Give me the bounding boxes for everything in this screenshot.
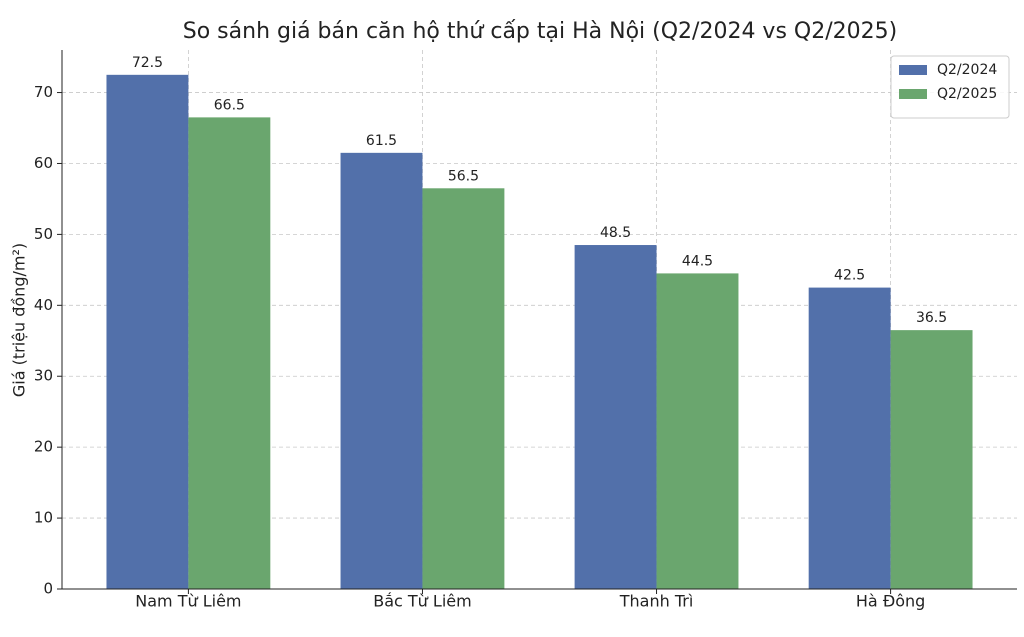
y-tick-label: 30 xyxy=(34,367,53,385)
value-label: 56.5 xyxy=(448,168,479,184)
y-tick-label: 0 xyxy=(43,580,53,598)
y-tick-label: 10 xyxy=(34,509,53,527)
x-tick-label: Bắc Từ Liêm xyxy=(373,592,471,611)
bar xyxy=(106,74,189,589)
legend-swatch xyxy=(899,89,927,99)
bar xyxy=(188,117,271,589)
y-tick-label: 40 xyxy=(34,296,53,314)
bar xyxy=(808,287,891,589)
bar xyxy=(422,188,505,589)
legend: Q2/2024 Q2/2025 xyxy=(890,55,1010,119)
x-tick-label: Hà Đông xyxy=(856,592,925,611)
value-label: 72.5 xyxy=(132,55,163,71)
bar xyxy=(340,152,423,590)
x-tick-label: Nam Từ Liêm xyxy=(135,592,241,611)
value-label: 42.5 xyxy=(834,268,865,284)
y-tick-label: 20 xyxy=(34,438,53,456)
y-tick-label: 70 xyxy=(34,83,53,101)
bar xyxy=(656,273,739,589)
value-label: 36.5 xyxy=(916,310,947,326)
x-tick-label: Thanh Trì xyxy=(619,592,694,611)
y-tick-label: 60 xyxy=(34,154,53,172)
legend-swatch xyxy=(899,65,927,75)
value-label: 66.5 xyxy=(214,97,245,113)
value-label: 61.5 xyxy=(366,133,397,149)
value-label: 48.5 xyxy=(600,225,631,241)
bar xyxy=(890,330,973,589)
chart-title: So sánh giá bán căn hộ thứ cấp tại Hà Nộ… xyxy=(183,19,897,44)
y-tick-label: 50 xyxy=(34,225,53,243)
value-label: 44.5 xyxy=(682,253,713,269)
bar xyxy=(574,245,657,589)
y-axis-label: Giá (triệu đồng/m²) xyxy=(10,243,29,397)
legend-label: Q2/2025 xyxy=(937,86,997,102)
legend-label: Q2/2024 xyxy=(937,62,997,78)
